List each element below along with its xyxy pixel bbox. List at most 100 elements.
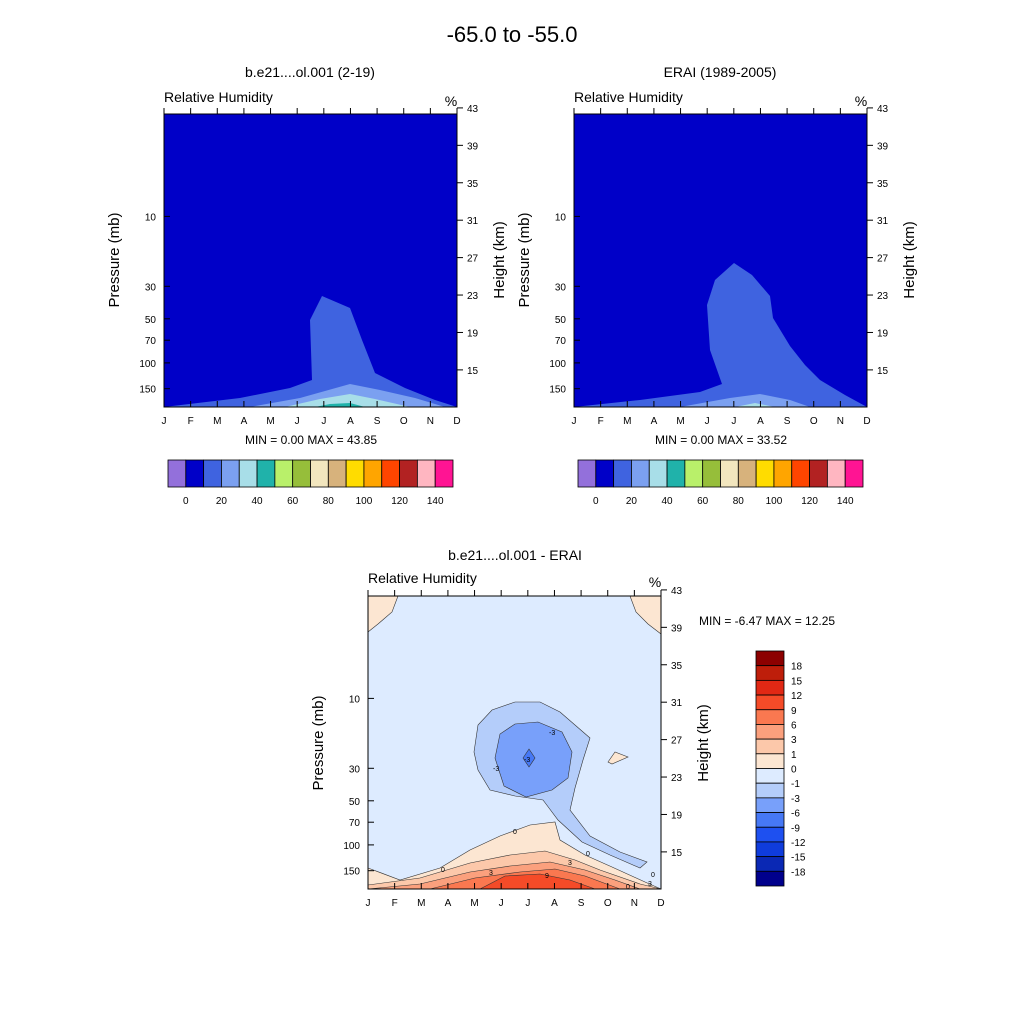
- y-tick-label: 30: [349, 764, 361, 775]
- colorbar-label: 20: [626, 496, 638, 507]
- x-tick-label: A: [241, 416, 248, 427]
- y2-tick-label: 15: [467, 366, 479, 377]
- colorbar-box: [755, 650, 785, 667]
- contour-line-labels: -3 -3 -3 0 0 0 0 0 3 3 3 9: [441, 730, 655, 891]
- panel-units-label: %: [855, 93, 867, 109]
- y-tick-label: 150: [549, 385, 566, 396]
- y-tick-label: 50: [555, 315, 567, 326]
- colorbar-label: 40: [662, 496, 674, 507]
- x-tick-label: M: [623, 416, 631, 427]
- x-tick-label: M: [676, 416, 684, 427]
- colorbar-box: [167, 459, 187, 488]
- colorbar-box: [755, 709, 785, 725]
- y2-axis-label: Height (km): [491, 221, 508, 299]
- panel-units-label: %: [445, 93, 457, 109]
- contour-label: 3: [489, 870, 493, 877]
- y2-tick-label: 35: [467, 179, 479, 190]
- x-tick-label: O: [810, 416, 818, 427]
- colorbar-box: [844, 459, 864, 488]
- x-tick-label: F: [188, 416, 194, 427]
- y2-tick-label: 31: [877, 216, 889, 227]
- colorbar-box: [631, 459, 650, 488]
- y-tick-label: 70: [349, 818, 361, 829]
- x-tick-label: O: [400, 416, 408, 427]
- contour-label: 0: [586, 851, 590, 858]
- x-tick-label: M: [417, 898, 425, 909]
- y2-tick-label: 19: [467, 328, 479, 339]
- min-max-label: MIN = -6.47 MAX = 12.25: [699, 614, 835, 628]
- colorbar-box: [755, 665, 785, 681]
- colorbar-box: [345, 459, 365, 488]
- colorbar-box: [381, 459, 400, 488]
- x-tick-label: J: [705, 416, 710, 427]
- y-tick-label: 30: [145, 282, 157, 293]
- colorbar-label: 140: [427, 496, 444, 507]
- y2-tick-label: 19: [877, 328, 889, 339]
- colorbar: 0 20 40 60 80 100 120 140: [167, 459, 454, 507]
- colorbar: 18 15 12 9 6 3 1 0 -1 -3 -6 -9 -12 -15 -18: [755, 650, 806, 887]
- y-tick-label: 70: [555, 336, 567, 347]
- x-tick-label: N: [427, 416, 434, 427]
- x-tick-label: F: [598, 416, 604, 427]
- colorbar-box: [755, 753, 785, 769]
- colorbar-box: [666, 459, 686, 488]
- colorbar-box: [363, 459, 383, 488]
- x-tick-label: S: [784, 416, 791, 427]
- y-axis-label: Pressure (mb): [516, 212, 533, 307]
- y2-tick-label: 23: [877, 291, 889, 302]
- x-tick-label: J: [162, 416, 167, 427]
- colorbar-label: 3: [791, 735, 797, 746]
- y2-tick-label: 15: [877, 366, 889, 377]
- colorbar-label: -6: [791, 809, 800, 820]
- y2-tick-label: 27: [467, 254, 479, 265]
- colorbar-box: [755, 856, 785, 872]
- y2-tick-label: 19: [671, 810, 683, 821]
- colorbar-label: 60: [697, 496, 709, 507]
- colorbar-box: [577, 459, 597, 488]
- contour-label: 0: [626, 884, 630, 891]
- x-axis: J F M A M J J A S O N D1030507010015043393531272319…: [139, 104, 478, 427]
- panel-title: b.e21....ol.001 - ERAI: [448, 547, 582, 563]
- colorbar-label: 80: [733, 496, 745, 507]
- y-tick-label: 100: [343, 841, 360, 852]
- colorbar-box: [595, 459, 615, 488]
- y2-tick-label: 43: [671, 586, 683, 597]
- y2-tick-label: 15: [671, 848, 683, 859]
- y2-axis-label: Height (km): [901, 221, 918, 299]
- colorbar-box: [755, 870, 785, 887]
- y-tick-label: 50: [145, 315, 157, 326]
- colorbar-label: 1: [791, 750, 797, 761]
- x-axis: J F M A M J J A S O N D1030507010015043393531272319…: [343, 586, 682, 909]
- colorbar-label: 20: [216, 496, 228, 507]
- colorbar-box: [737, 459, 757, 488]
- colorbar-label: -15: [791, 853, 806, 864]
- x-tick-label: D: [863, 416, 870, 427]
- panel-model: b.e21....ol.001 (2-19) Relative Humidity…: [106, 64, 508, 507]
- plot-frame: [163, 113, 458, 408]
- colorbar-box: [238, 459, 258, 488]
- colorbar-box: [256, 459, 276, 488]
- contour-region: [164, 296, 457, 407]
- colorbar-label: 120: [801, 496, 818, 507]
- contour-fill: [367, 595, 662, 890]
- colorbar-box: [755, 738, 785, 755]
- contour-label: -3: [493, 766, 499, 773]
- colorbar-label: 60: [287, 496, 299, 507]
- colorbar-box: [310, 459, 329, 488]
- colorbar-box: [755, 459, 775, 488]
- x-tick-label: J: [295, 416, 300, 427]
- colorbar-label: 12: [791, 691, 803, 702]
- colorbar-label: 9: [791, 706, 797, 717]
- contour-region: [680, 394, 810, 407]
- y-tick-label: 100: [139, 359, 156, 370]
- colorbar-box: [755, 768, 785, 784]
- colorbar-box: [755, 826, 785, 843]
- contour-region: [285, 394, 410, 407]
- contour-fill: [574, 114, 867, 407]
- colorbar-label: 6: [791, 720, 797, 731]
- colorbar-label: 0: [791, 765, 797, 776]
- colorbar-box: [434, 459, 454, 488]
- x-tick-label: S: [374, 416, 381, 427]
- x-tick-label: A: [445, 898, 452, 909]
- colorbar-box: [613, 459, 632, 488]
